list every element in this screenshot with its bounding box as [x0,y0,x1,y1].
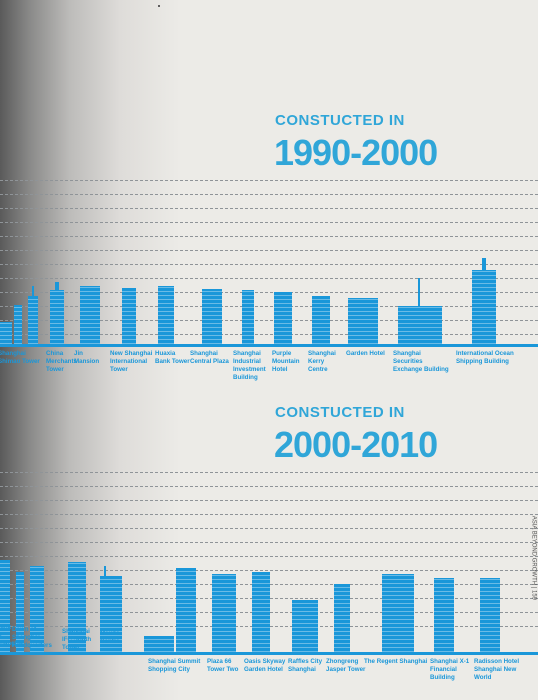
building-silhouette [434,578,454,652]
caption: New Shanghai International Tower [110,350,153,373]
caption: Plaza 66 Tower Two [207,658,239,673]
caption: Bank of Shanghai [0,624,24,647]
building-spire [32,286,34,296]
caption: Oasis Skyway Garden Hotel [244,658,286,673]
caption: The Regent Shanghai [364,658,428,665]
building-silhouette [398,306,442,344]
ink-speck [158,5,160,7]
building-spire [418,278,420,306]
section1-baseline [0,344,538,347]
caption: Huaxia Bank Tower [155,350,190,365]
section1-label: CONSTUCTED IN [275,112,405,129]
page-folio: ASIA BEYOND GROWTH | 159 [530,515,536,600]
caption: Maxdo Centre [100,630,120,645]
building-silhouette [480,578,500,652]
building-silhouette [30,566,44,652]
building-spire [104,566,106,576]
caption: Garden Hotel [346,350,385,357]
building-silhouette [16,572,24,652]
caption: Shanghai Securities Exchange Building [393,350,449,373]
caption: China Merchants Tower [46,350,77,373]
building-silhouette [14,305,22,344]
building-silhouette [158,286,174,344]
section2-baseline [0,652,538,655]
building-silhouette [472,270,496,344]
caption: Shanghai Central Plaza [190,350,229,365]
caption: Shanghai Shimao Tower [0,350,40,365]
building-silhouette [202,289,222,344]
building-silhouette [68,562,86,652]
building-silhouette [80,286,100,344]
building-spire [55,282,59,290]
building-silhouette [312,296,330,344]
building-silhouette [0,322,12,344]
building-silhouette [176,568,196,652]
building-silhouette [292,600,318,652]
building-spire [482,258,486,270]
building-silhouette [100,576,122,652]
caption: Shanghai Industrial Investment Building [233,350,266,381]
section1-range: 1990-2000 [274,132,438,173]
building-silhouette [382,574,414,652]
caption: Shanghai Kerry Centre [308,350,336,373]
building-silhouette [348,298,378,344]
building-silhouette [50,290,64,344]
building-silhouette [0,560,10,652]
section2-range: 2000-2010 [274,424,438,465]
caption: Shanghai Summit Shopping City [148,658,201,673]
caption: Jin Mansion [74,350,100,365]
section2-label: CONSTUCTED IN [275,404,405,421]
caption: International Ocean Shipping Building [456,350,514,365]
building-silhouette [334,584,350,652]
caption: Radisson Hotel Shanghai New World [474,658,520,681]
caption: Shanghai IFC South Tower [62,628,92,651]
building-silhouette [144,636,174,652]
building-silhouette [122,288,136,344]
building-silhouette [274,292,292,344]
caption: Purple Mountain Hotel [272,350,300,373]
building-silhouette [212,574,236,652]
caption: Dawn of Shanghai Headquarters [12,626,52,649]
building-silhouette [28,296,38,344]
building-silhouette [252,572,270,652]
building-silhouette [242,290,254,344]
caption: Raffles City Shanghai [288,658,323,673]
caption: Zhongreng Jasper Tower [326,658,366,673]
caption: Shanghai X-1 Financial Building [430,658,470,681]
